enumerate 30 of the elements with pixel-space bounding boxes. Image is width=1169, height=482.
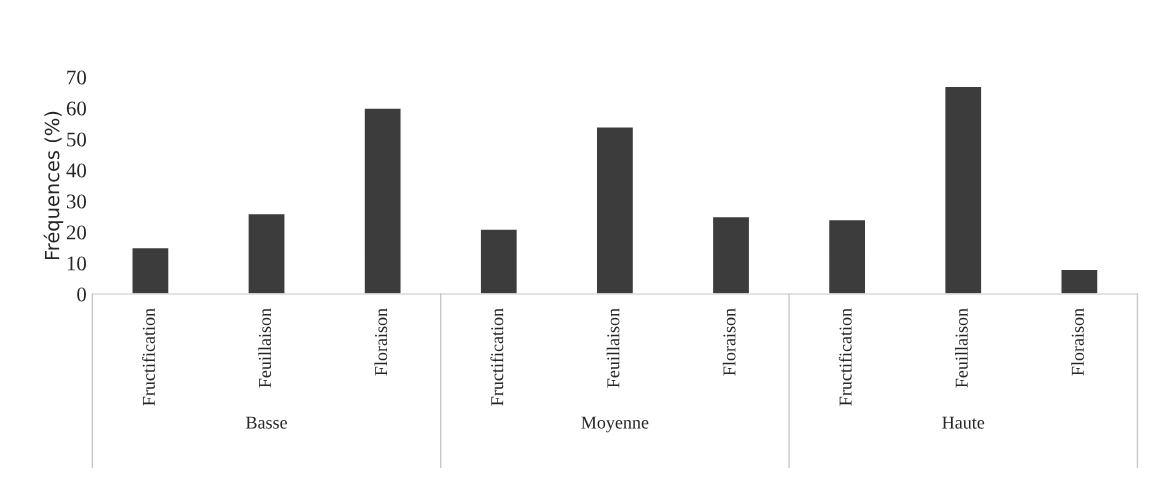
bar (131, 246, 170, 295)
y-tick-label: 0 (77, 287, 86, 302)
x-tick-label: Fructification (142, 308, 155, 406)
x-tick-label: Floraison (374, 308, 388, 376)
x-tick-label: Floraison (722, 308, 736, 376)
x-tick-label: Fructification (838, 308, 852, 406)
text: Moyenne (581, 416, 649, 433)
bar (363, 107, 402, 295)
x-tick-label: Feuillaison (606, 308, 620, 388)
x-tick-label: Feuillaison (258, 308, 272, 388)
x-tick-label: Fructification (490, 308, 504, 406)
text: Basse (245, 416, 287, 429)
y-tick-label: 30 (66, 194, 86, 209)
y-tick-label: 40 (66, 163, 86, 178)
bar (479, 228, 519, 295)
y-tick-label: 60 (66, 101, 86, 116)
y-tick-label: 20 (66, 225, 86, 240)
y-tick-label: 50 (67, 132, 86, 147)
bar (595, 126, 635, 295)
y-axis-title: Fréquences (%) (43, 111, 64, 260)
bar (247, 212, 286, 295)
bar (711, 215, 751, 295)
bar (827, 218, 867, 295)
x-tick-label: Feuillaison (955, 308, 968, 388)
y-tick-label: 70 (67, 70, 86, 85)
bar (1060, 268, 1099, 295)
y-tick-label: 10 (67, 256, 86, 271)
bar (943, 85, 983, 295)
x-tick-label: Floraison (1071, 308, 1084, 376)
text: Haute (942, 416, 985, 429)
